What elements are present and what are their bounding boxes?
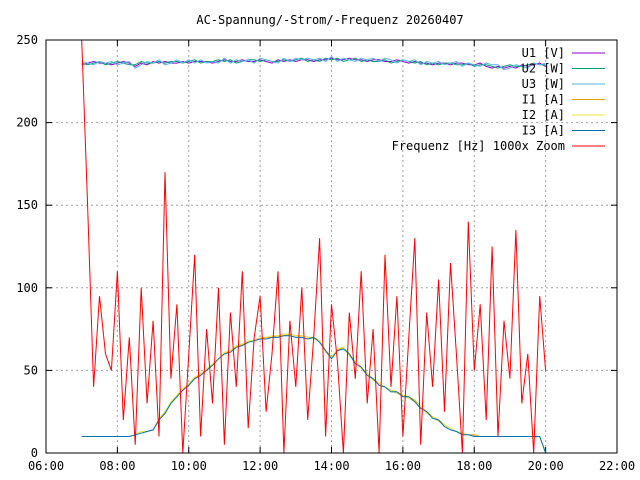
legend-label: I3 [A] — [522, 124, 565, 138]
y-tick-label: 50 — [24, 363, 38, 377]
y-tick-label: 0 — [31, 446, 38, 460]
y-tick-label: 250 — [16, 33, 38, 47]
x-tick-label: 12:00 — [242, 459, 278, 473]
series-lines — [81, 40, 547, 453]
legend-label: U3 [W] — [522, 77, 565, 91]
y-tick-label: 200 — [16, 116, 38, 130]
x-tick-label: 22:00 — [599, 459, 635, 473]
axis-ticks: 06:00 08:00 10:00 12:00 14:00 16:00 18:00 20:00… — [16, 33, 635, 473]
legend: U1 [V] U2 [W]U3 [W] I1 [A]I2 [A] I3 [A]Freq… — [392, 46, 605, 153]
legend-label: U2 [W] — [522, 62, 565, 76]
x-tick-label: 14:00 — [313, 459, 349, 473]
y-tick-label: 100 — [16, 281, 38, 295]
x-tick-label: 06:00 — [28, 459, 64, 473]
series-line-3 — [81, 55, 546, 71]
x-tick-label: 10:00 — [171, 459, 207, 473]
y-tick-label: 150 — [16, 198, 38, 212]
legend-label: Frequenz [Hz] 1000x Zoom — [392, 139, 565, 153]
x-tick-label: 16:00 — [385, 459, 421, 473]
legend-label: I1 [A] — [522, 93, 565, 107]
series-line-1 — [81, 57, 546, 69]
x-tick-label: 18:00 — [456, 459, 492, 473]
grid — [46, 40, 617, 453]
x-tick-label: 08:00 — [99, 459, 135, 473]
series-line-7 — [81, 40, 547, 453]
chart-title: AC-Spannung/-Strom/-Frequenz 20260407 — [196, 13, 463, 27]
legend-label: I2 [A] — [522, 108, 565, 122]
plot-border — [45, 39, 618, 454]
legend-label: U1 [V] — [522, 46, 565, 60]
x-tick-label: 20:00 — [528, 459, 564, 473]
